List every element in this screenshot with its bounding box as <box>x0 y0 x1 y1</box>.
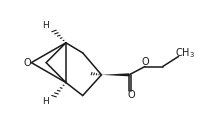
Text: CH$_3$: CH$_3$ <box>176 47 195 60</box>
Text: O: O <box>127 90 135 100</box>
Polygon shape <box>101 73 129 76</box>
Text: H: H <box>42 97 49 106</box>
Text: O: O <box>23 58 31 68</box>
Text: O: O <box>141 57 149 67</box>
Text: H: H <box>42 21 49 30</box>
